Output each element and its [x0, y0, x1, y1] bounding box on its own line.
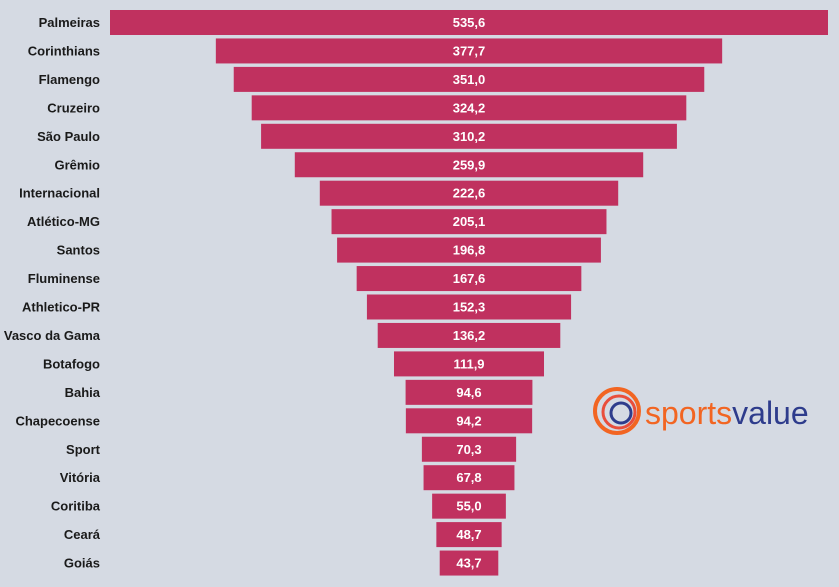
value-label-13: 94,6	[456, 385, 481, 400]
category-label-18: Ceará	[64, 527, 101, 542]
category-label-6: Internacional	[19, 186, 100, 201]
category-label-19: Goiás	[64, 556, 100, 571]
category-label-5: Grêmio	[54, 157, 100, 172]
value-label-14: 94,2	[456, 413, 481, 428]
category-label-4: São Paulo	[37, 129, 100, 144]
value-label-19: 43,7	[456, 556, 481, 571]
category-label-15: Sport	[66, 442, 101, 457]
bar-18	[436, 522, 502, 548]
bar-7	[331, 209, 607, 235]
bar-10	[366, 294, 572, 320]
value-label-5: 259,9	[453, 157, 486, 172]
category-label-17: Coritiba	[51, 499, 101, 514]
value-label-15: 70,3	[456, 442, 481, 457]
value-label-12: 111,9	[453, 356, 484, 371]
sportsvalue-logo: sportsvalue	[593, 387, 809, 435]
bar-5	[294, 152, 644, 178]
category-label-14: Chapecoense	[15, 413, 100, 428]
category-label-13: Bahia	[65, 385, 101, 400]
category-label-8: Santos	[57, 243, 100, 258]
bars-group	[110, 10, 828, 576]
bar-16	[423, 465, 515, 491]
bar-1	[215, 38, 723, 64]
logo-text-sports: sports	[645, 395, 732, 431]
category-label-7: Atlético-MG	[27, 214, 100, 229]
bar-9	[356, 266, 582, 292]
value-label-1: 377,7	[453, 43, 486, 58]
logo-ring-icon	[593, 387, 641, 435]
category-labels-group: Palmeiras Corinthians Flamengo Cruzeiro São …	[4, 15, 101, 571]
bar-15	[421, 436, 517, 462]
category-label-1: Corinthians	[28, 43, 100, 58]
value-labels-group: 535,6 377,7 351,0 324,2 310,2 259,9 222,6 205,1…	[453, 15, 486, 571]
bar-11	[377, 322, 561, 348]
category-label-12: Botafogo	[43, 356, 100, 371]
logo-text: sportsvalue	[645, 395, 809, 431]
bar-12	[393, 351, 545, 377]
value-label-18: 48,7	[456, 527, 481, 542]
bar-17	[432, 493, 506, 519]
bar-0	[110, 10, 828, 35]
bar-3	[251, 95, 687, 121]
bar-14	[405, 408, 533, 434]
category-label-11: Vasco da Gama	[4, 328, 101, 343]
category-label-9: Fluminense	[28, 271, 100, 286]
bar-19	[439, 550, 499, 576]
value-label-7: 205,1	[453, 214, 486, 229]
category-label-2: Flamengo	[39, 72, 100, 87]
bar-4	[261, 123, 677, 149]
value-label-16: 67,8	[456, 470, 481, 485]
category-label-16: Vitória	[60, 470, 101, 485]
value-label-8: 196,8	[453, 243, 486, 258]
value-label-17: 55,0	[456, 499, 481, 514]
value-label-11: 136,2	[453, 328, 486, 343]
bar-13	[405, 379, 533, 405]
bar-2	[233, 66, 705, 92]
value-label-9: 167,6	[453, 271, 486, 286]
bar-6	[319, 180, 619, 206]
category-label-0: Palmeiras	[39, 15, 100, 30]
bar-8	[337, 237, 601, 263]
value-label-6: 222,6	[453, 186, 486, 201]
value-label-2: 351,0	[453, 72, 486, 87]
logo-text-value: value	[732, 395, 809, 431]
category-label-3: Cruzeiro	[47, 100, 100, 115]
value-label-4: 310,2	[453, 129, 486, 144]
value-label-10: 152,3	[453, 300, 486, 315]
category-label-10: Athletico-PR	[22, 300, 101, 315]
value-label-3: 324,2	[453, 100, 486, 115]
value-label-0: 535,6	[453, 15, 486, 30]
